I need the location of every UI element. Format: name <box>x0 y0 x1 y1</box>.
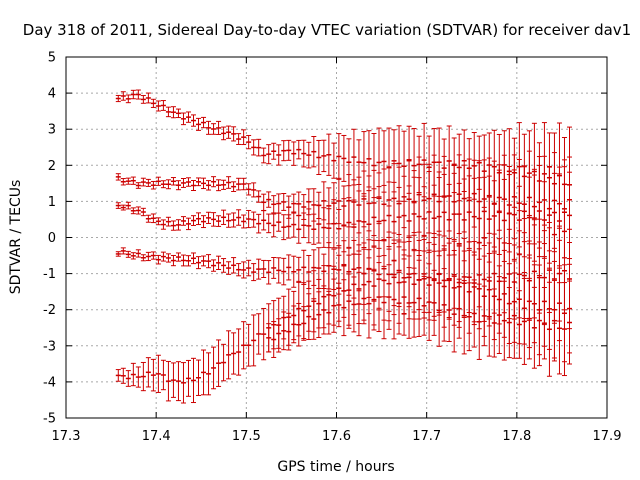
grid <box>66 57 607 418</box>
x-tick-label: 17.4 <box>142 429 171 444</box>
y-tick-label: 5 <box>48 51 56 66</box>
y-tick-label: -5 <box>43 412 56 427</box>
x-tick-label: 17.7 <box>412 429 441 444</box>
y-tick-label: -4 <box>43 375 56 390</box>
x-tick-label: 17.5 <box>232 429 261 444</box>
chart-title: Day 318 of 2011, Sidereal Day-to-day VTE… <box>23 21 631 39</box>
y-tick-label: -1 <box>43 267 56 282</box>
x-tick-label: 17.9 <box>593 429 622 444</box>
y-tick-label: 0 <box>48 231 56 246</box>
series-track-6 <box>266 258 572 377</box>
y-tick-label: -2 <box>43 303 56 318</box>
data-marks <box>115 89 572 404</box>
y-tick-label: 4 <box>48 87 56 102</box>
y-tick-label: 1 <box>48 195 56 210</box>
y-tick-label: -3 <box>43 339 56 354</box>
x-axis-label: GPS time / hours <box>277 459 394 475</box>
x-tick-label: 17.6 <box>322 429 351 444</box>
y-axis-label: SDTVAR / TECUs <box>8 180 24 295</box>
y-tick-label: 2 <box>48 159 56 174</box>
x-tick-label: 17.8 <box>502 429 531 444</box>
axis-ticks: 17.3 17.4 17.5 17.6 17.7 17.8 17.9 -5 -4 -3 -2 -1 0 1… <box>43 51 621 445</box>
x-tick-label: 17.3 <box>52 429 81 444</box>
y-tick-label: 3 <box>48 123 56 138</box>
